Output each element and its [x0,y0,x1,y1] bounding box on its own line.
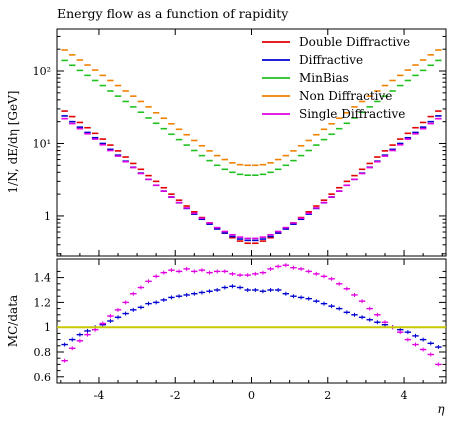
main-series [61,49,442,245]
legend-item: MinBias [262,71,349,85]
main-y-tick-label: 10¹ [33,137,51,150]
ratio-series [57,263,446,367]
ratio-y-axis-label: MC/data [6,295,20,347]
ratio-plot-frame [56,258,447,384]
ratio-y-tick-label: 1.2 [34,296,52,309]
legend-item: Single Diffractive [262,107,405,121]
main-y-tick-label: 1 [44,210,51,223]
x-tick-label: 0 [248,389,255,402]
ratio-series-single-diffractive [61,263,442,367]
series-diffractive [61,115,442,242]
main-plot-frame [56,28,447,257]
x-tick-label: 4 [401,389,408,402]
x-tick-label: 2 [324,389,331,402]
x-tick-label: -2 [170,389,181,402]
legend-item: Diffractive [262,53,363,67]
legend-label: Double Diffractive [299,35,410,49]
legend-label: Non Diffractive [299,89,392,103]
legend-item: Non Diffractive [262,89,392,103]
series-double-diffractive [61,110,442,245]
main-axes: 1 10¹ 10² [33,29,446,256]
legend-label: Single Diffractive [299,107,405,121]
ratio-y-tick-label: 0.8 [34,346,52,359]
x-tick-label: -4 [94,389,105,402]
x-axis-label: η [437,402,445,416]
legend-label: Diffractive [299,53,363,67]
legend-item: Double Diffractive [262,35,410,49]
chart-title: Energy flow as a function of rapidity [57,6,289,21]
legend-label: MinBias [299,71,349,85]
ratio-series-diffractive [61,284,442,350]
series-minbias [61,59,442,176]
series-non-diffractive [61,49,442,167]
ratio-y-tick-label: 0.6 [34,371,52,384]
ratio-y-tick-label: 1.4 [34,272,52,285]
ratio-y-tick-label: 1 [44,321,51,334]
main-y-tick-label: 10² [33,65,51,78]
legend: Double Diffractive Diffractive MinBias Non … [262,35,410,121]
y-axis-label: 1/N, dE/dη [GeV] [6,91,20,194]
ratio-axes: -4 -2 0 2 4 0.6 0.8 1 1.2 1.4 [34,259,446,402]
series-single-diffractive [61,117,442,240]
